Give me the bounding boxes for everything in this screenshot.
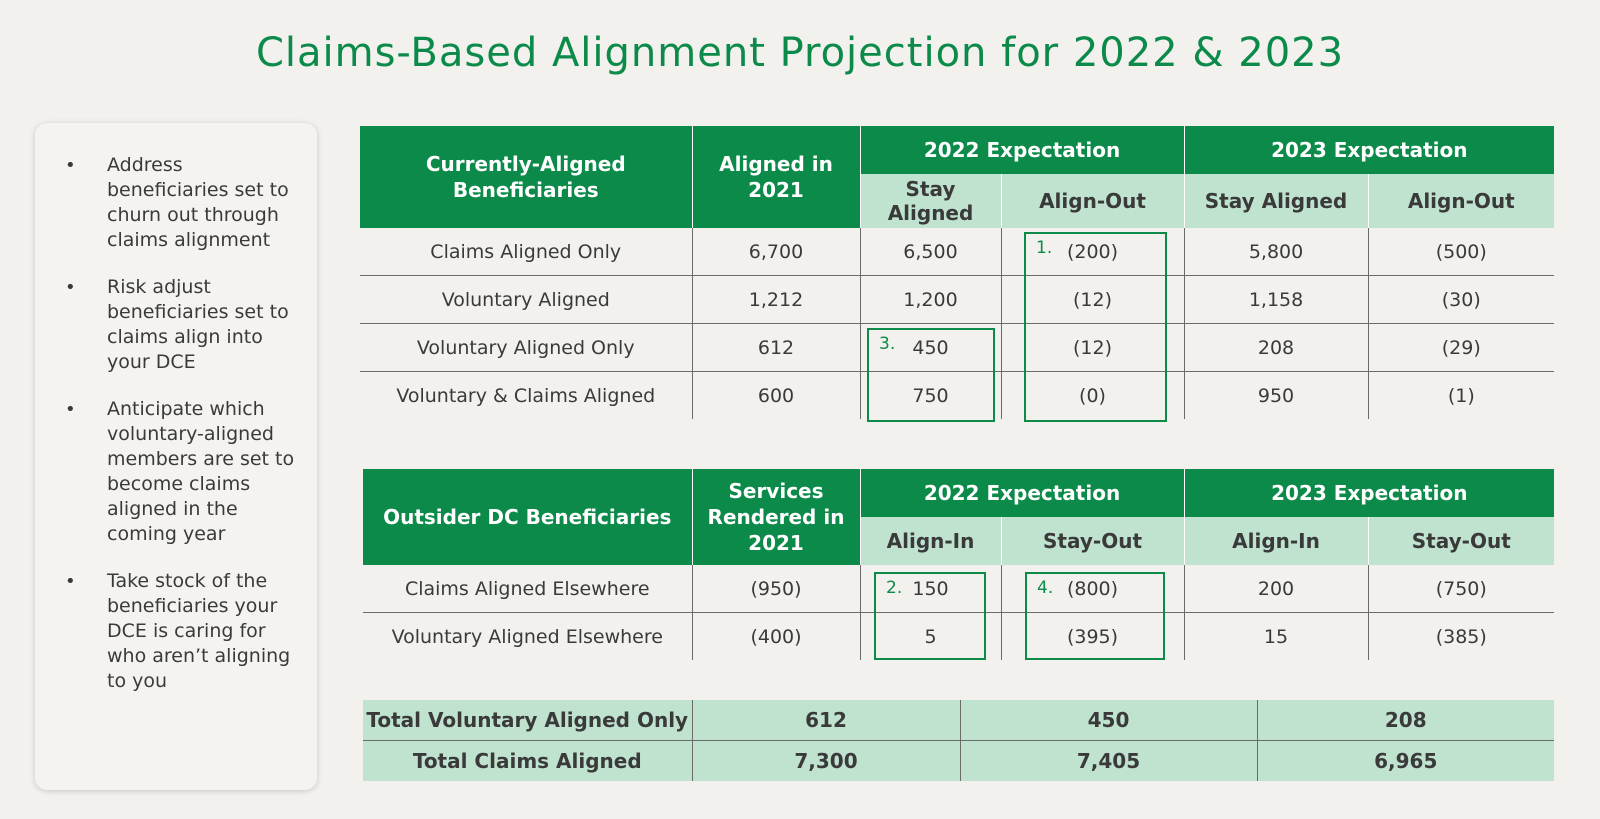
row-label: Total Claims Aligned [363,740,692,781]
table-cell: 200 [1183,565,1369,613]
callout-number: 1. [1036,238,1053,258]
row-label: Voluntary & Claims Aligned [396,384,656,407]
table-cell: 5,800 [1183,228,1369,276]
outsider-beneficiaries-table: Outsider DC Beneficiaries Services Rende… [363,469,1555,660]
col-header-beneficiaries: Currently-Aligned Beneficiaries [360,126,692,228]
table-row: Voluntary Aligned Only 612 450 (12) 208 … [360,323,1555,372]
insight-text: Address beneficiaries set to churn out t… [107,154,289,251]
table-cell: 612 [691,700,960,741]
table-cell: (12) [1000,275,1185,324]
callout-number: 3. [879,334,896,354]
bullet-icon: • [65,277,76,298]
table-cell: 1,200 [859,275,1001,324]
table-cell: 5 [859,612,1001,660]
insight-text: Anticipate which voluntary-aligned membe… [107,398,295,545]
table-cell: 450 [959,700,1257,741]
insight-text: Risk adjust beneficiaries set to claims … [107,276,289,373]
insight-item: • Take stock of the beneficiaries your DC… [65,569,297,694]
table-cell: 600 [691,371,860,419]
table-cell: 208 [1256,700,1554,741]
table-cell: 950 [1183,371,1369,419]
table-row: Voluntary & Claims Aligned 600 750 (0) 9… [360,371,1555,419]
table-cell: (500) [1367,228,1555,276]
bullet-icon: • [65,399,76,420]
insights-list: • Address beneficiaries set to churn out … [65,153,297,694]
table-cell: 612 [691,323,860,372]
row-label: Total Voluntary Aligned Only [363,700,692,741]
table-cell: 6,700 [691,228,860,276]
table-row: Voluntary Aligned 1,212 1,200 (12) 1,158… [360,275,1555,324]
insights-panel: • Address beneficiaries set to churn out … [35,123,317,790]
table-row: Total Voluntary Aligned Only 612 450 208 [363,700,1554,741]
table-cell: 208 [1183,323,1369,372]
row-label: Voluntary Aligned Elsewhere [391,625,663,648]
insight-text: Take stock of the beneficiaries your DCE… [107,570,291,692]
row-label: Claims Aligned Elsewhere [363,565,692,613]
sub-header-stay-out-2023: Stay-Out [1367,517,1555,565]
table-cell: (1) [1367,371,1555,419]
table-cell: (0) [1000,371,1185,419]
table-row: Claims Aligned Elsewhere (950) 150 (800)… [363,565,1555,613]
table-cell: 750 [859,371,1001,419]
sub-header-stay-aligned-2023: Stay Aligned [1183,174,1369,228]
insight-item: • Anticipate which voluntary-aligned memb… [65,397,297,547]
table-cell: 15 [1183,612,1369,660]
table-cell: (385) [1367,612,1555,660]
table-cell: (200) [1000,228,1185,276]
table-cell: 6,965 [1256,740,1554,781]
sub-header-align-out-2023: Align-Out [1367,174,1555,228]
callout-box-3: 3. [867,328,995,422]
group-header-2022: 2022 Expectation [859,469,1185,517]
table-cell: 450 [859,323,1001,372]
table-cell: 1,158 [1183,275,1369,324]
table-row: Claims Aligned Only 6,700 6,500 (200) 5,… [360,228,1555,276]
page-title: Claims-Based Alignment Projection for 20… [255,30,1345,76]
sub-header-align-out-2022: Align-Out [1000,174,1185,228]
group-header-2023: 2023 Expectation [1183,469,1555,517]
callout-number: 2. [886,578,903,598]
table-cell: (400) [691,612,860,660]
sub-header-stay-aligned-2022: Stay Aligned [859,174,1001,228]
table-cell: (395) [1000,612,1185,660]
table-cell: 1,212 [691,275,860,324]
table-cell: (950) [691,565,860,613]
table-row: Total Claims Aligned 7,300 7,405 6,965 [363,740,1554,781]
insight-item: • Address beneficiaries set to churn out … [65,153,297,253]
col-header-aligned-2021: Aligned in 2021 [691,126,860,228]
table-cell: (12) [1000,323,1185,372]
table-cell: (30) [1367,275,1555,324]
bullet-icon: • [65,571,76,592]
col-header-services-2021: Services Rendered in 2021 [691,469,860,565]
currently-aligned-table: Currently-Aligned Beneficiaries Aligned … [360,126,1555,419]
group-header-2022: 2022 Expectation [859,126,1185,174]
callout-box-1: 1. [1024,232,1167,422]
table-cell: 7,405 [959,740,1257,781]
insight-item: • Risk adjust beneficiaries set to claims… [65,275,297,375]
sub-header-align-in-2022: Align-In [859,517,1001,565]
bullet-icon: • [65,155,76,176]
table-cell: 7,300 [691,740,960,781]
row-label: Claims Aligned Only [360,228,692,276]
row-label: Voluntary Aligned Only [360,323,692,372]
sub-header-stay-out-2022: Stay-Out [1000,517,1185,565]
group-header-2023: 2023 Expectation [1183,126,1555,174]
sub-header-align-in-2023: Align-In [1183,517,1369,565]
table-cell: (750) [1367,565,1555,613]
callout-box-2: 2. [874,572,986,660]
table-cell: (29) [1367,323,1555,372]
col-header-outsider: Outsider DC Beneficiaries [363,469,692,565]
row-label: Voluntary Aligned [360,275,692,324]
callout-box-4: 4. [1025,572,1165,660]
totals-table: Total Voluntary Aligned Only 612 450 208… [363,700,1554,781]
callout-number: 4. [1037,578,1054,598]
table-row: Voluntary Aligned Elsewhere (400) 5 (395… [363,612,1555,660]
table-cell: 6,500 [859,228,1001,276]
